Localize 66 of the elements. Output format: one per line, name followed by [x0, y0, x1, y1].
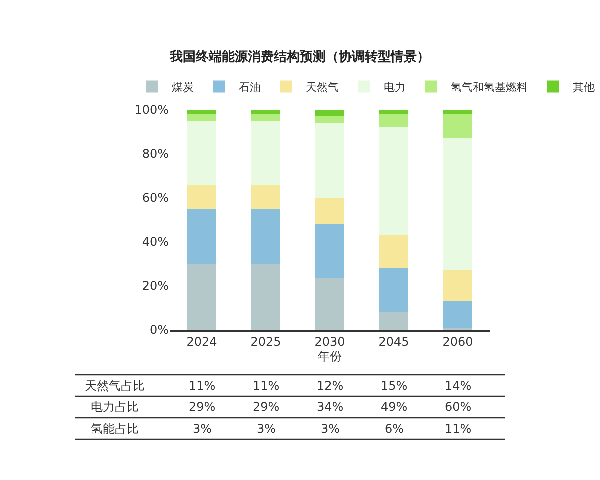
y-tick-label: 40% — [142, 235, 169, 250]
legend-label: 石油 — [239, 80, 261, 94]
bar — [188, 110, 216, 114]
bar — [316, 224, 344, 278]
bar — [188, 184, 216, 209]
bar — [252, 110, 280, 114]
bar — [316, 123, 344, 198]
data-label: 15% — [381, 379, 408, 393]
data-label: 11% — [253, 379, 280, 393]
legend-label: 氢气和氢基燃料 — [451, 80, 528, 94]
bar — [188, 209, 216, 264]
bar — [188, 114, 216, 121]
bar — [252, 209, 280, 264]
data-label: 29% — [189, 400, 216, 414]
data-label: 11% — [445, 422, 472, 436]
bar — [316, 278, 344, 330]
bar — [316, 116, 344, 124]
data-label: 3% — [257, 422, 276, 436]
x-tick-label: 2030 — [314, 335, 346, 350]
data-label: 49% — [381, 400, 408, 414]
text: 电力占比 — [91, 400, 139, 414]
bar — [380, 110, 408, 114]
text: 天然气占比 — [85, 379, 145, 393]
bar — [188, 121, 216, 185]
data-label: 6% — [385, 422, 404, 436]
bar — [380, 128, 408, 236]
x-tick-label: 2045 — [378, 335, 410, 350]
x-tick-label: 2025 — [250, 335, 282, 350]
data-label: 3% — [193, 422, 212, 436]
x-axis-title: 年份 — [318, 350, 342, 364]
legend-label: 电力 — [384, 80, 406, 94]
legend-label: 天然气 — [306, 80, 339, 94]
bar — [380, 114, 408, 128]
data-label: 12% — [317, 379, 344, 393]
data-label: 60% — [445, 400, 472, 414]
bar — [380, 268, 408, 312]
data-label: 11% — [189, 379, 216, 393]
x-tick-label: 2060 — [442, 335, 474, 350]
bar — [380, 312, 408, 330]
chart-title: 我国终端能源消费结构预测（协调转型情景） — [169, 49, 430, 66]
y-tick-label: 80% — [142, 147, 169, 162]
data-label: 3% — [321, 422, 340, 436]
bar — [444, 138, 472, 271]
bar — [444, 110, 472, 114]
y-tick-label: 0% — [150, 323, 169, 338]
y-tick-label: 60% — [142, 191, 169, 206]
bar — [316, 110, 344, 117]
bar — [252, 121, 280, 185]
y-tick-label: 20% — [142, 279, 169, 294]
bar — [252, 114, 280, 121]
y-tick-label: 100% — [134, 103, 169, 118]
data-label: 34% — [317, 400, 344, 414]
legend-label: 其他 — [573, 80, 595, 94]
bar — [252, 184, 280, 209]
data-label: 14% — [445, 379, 472, 393]
bar — [380, 235, 408, 268]
legend-label: 煤炭 — [172, 80, 194, 94]
bar — [188, 264, 216, 330]
bar — [316, 198, 344, 224]
x-tick-label: 2024 — [186, 335, 218, 350]
data-label: 29% — [253, 400, 280, 414]
bar — [252, 264, 280, 330]
text: 氢能占比 — [91, 422, 139, 436]
bar — [444, 114, 472, 139]
bar — [444, 270, 472, 302]
bar — [444, 301, 472, 328]
